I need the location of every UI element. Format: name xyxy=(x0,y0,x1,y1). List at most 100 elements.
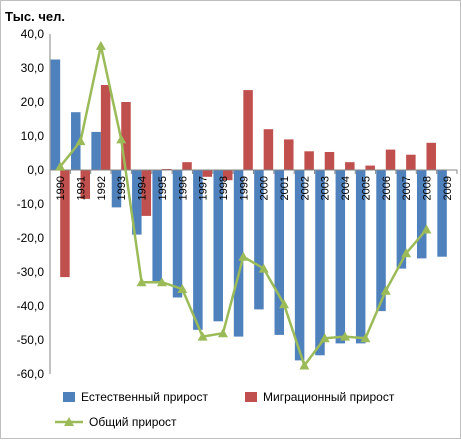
natural-growth-bar xyxy=(315,170,325,356)
total-growth-marker xyxy=(360,333,371,343)
migration-growth-bar xyxy=(426,142,436,170)
x-tick-label: 1999 xyxy=(238,176,250,200)
total-growth-marker xyxy=(116,134,127,144)
y-tick-label: -50,0 xyxy=(17,333,45,347)
y-tick-label: -20,0 xyxy=(17,231,45,245)
total-growth-marker xyxy=(156,277,167,287)
natural-growth-bar xyxy=(416,170,427,259)
total-growth-marker xyxy=(217,328,228,338)
total-growth-marker xyxy=(401,248,412,258)
x-tick-label: 2008 xyxy=(421,176,433,200)
migration-growth-bar xyxy=(202,170,213,177)
y-tick-label: -10,0 xyxy=(17,197,45,211)
legend: Естественный прирост Миграционный прирост… xyxy=(55,390,395,429)
y-tick-label: -40,0 xyxy=(17,299,45,313)
x-tick-label: 1996 xyxy=(177,176,189,200)
legend-label: Естественный прирост xyxy=(81,390,208,404)
x-tick-label: 1997 xyxy=(198,176,210,200)
migration-growth-bar xyxy=(385,149,396,170)
total-growth-marker xyxy=(279,299,290,309)
x-tick-label: 2009 xyxy=(442,176,454,200)
natural-growth-bar xyxy=(335,170,346,344)
x-tick-label: 1991 xyxy=(76,176,88,200)
migration-growth-bar xyxy=(141,170,152,216)
natural-growth-bar xyxy=(172,170,183,298)
natural-growth-bar xyxy=(254,170,264,310)
x-tick-label: 2004 xyxy=(340,176,352,200)
y-tick-label: 40,0 xyxy=(21,27,45,41)
migration-growth-bar xyxy=(365,165,375,170)
migration-growth-bar xyxy=(80,170,91,199)
y-tick-label: 20,0 xyxy=(21,95,45,109)
x-tick-label: 1992 xyxy=(96,176,108,200)
total-growth-marker xyxy=(95,40,106,50)
total-growth-marker xyxy=(75,136,86,146)
x-tick-label: 2005 xyxy=(360,176,372,200)
x-tick-label: 1998 xyxy=(218,176,230,200)
natural-growth-bar xyxy=(152,170,162,283)
y-tick-label: 30,0 xyxy=(21,61,45,75)
y-tick-label: 0,0 xyxy=(27,163,44,177)
total-growth-marker xyxy=(299,360,310,370)
natural-growth-bar xyxy=(50,59,61,170)
x-tick-label: 2007 xyxy=(401,176,413,200)
x-tick-label: 2003 xyxy=(320,176,332,200)
total-growth-marker xyxy=(319,333,330,343)
migration-growth-bar xyxy=(60,170,70,278)
total-growth-marker xyxy=(380,285,391,295)
natural-growth-bar xyxy=(213,170,223,322)
y-tick-label: -60,0 xyxy=(17,367,45,381)
migration-growth-bar xyxy=(100,85,111,170)
x-tick-label: 2001 xyxy=(279,176,291,200)
total-growth-marker xyxy=(177,284,188,293)
y-tick-label: -30,0 xyxy=(17,265,45,279)
y-tick-label: 10,0 xyxy=(21,129,45,143)
migration-growth-bar xyxy=(243,90,253,170)
migration-growth-bar xyxy=(263,129,274,170)
migration-growth-bar xyxy=(345,162,355,170)
legend-swatch xyxy=(63,392,75,402)
x-tick-label: 2000 xyxy=(259,176,271,200)
legend-swatch xyxy=(245,392,257,402)
migration-growth-bar xyxy=(324,151,335,170)
migration-growth-bar xyxy=(406,154,416,170)
natural-growth-bar xyxy=(274,170,285,335)
legend-label: Общий прирост xyxy=(89,415,177,429)
natural-growth-bar xyxy=(294,170,305,361)
migration-growth-bar xyxy=(161,168,172,170)
natural-growth-bar xyxy=(193,170,203,330)
total-growth-marker xyxy=(55,161,66,171)
total-growth-marker xyxy=(421,224,432,234)
natural-growth-bar xyxy=(355,170,366,344)
migration-growth-bar xyxy=(182,162,192,170)
natural-growth-bar xyxy=(91,131,101,170)
natural-growth-bar xyxy=(396,170,407,269)
migration-growth-bar xyxy=(304,151,314,170)
natural-growth-bar xyxy=(132,170,142,235)
natural-growth-bar xyxy=(376,170,386,312)
plot-area: 40,0 30,0 20,0 10,0 0,0 -10,0 -20,0 -30,0 -40,0 -… xyxy=(17,27,458,381)
x-tick-label: 1994 xyxy=(137,176,149,200)
natural-growth-bar xyxy=(233,170,244,337)
total-growth-marker xyxy=(340,331,351,341)
x-tick-label: 1995 xyxy=(157,176,169,200)
x-tick-label: 1993 xyxy=(116,176,128,200)
total-growth-marker xyxy=(136,277,147,287)
natural-growth-bar xyxy=(437,170,447,257)
total-growth-marker xyxy=(238,251,249,261)
x-tick-label: 2002 xyxy=(299,176,311,200)
total-growth-marker xyxy=(258,263,269,273)
natural-growth-bar xyxy=(111,170,122,208)
migration-growth-bar xyxy=(284,139,294,170)
natural-growth-bar xyxy=(71,112,81,170)
total-growth-marker xyxy=(197,331,208,341)
migration-growth-bar xyxy=(121,102,131,170)
legend-label: Миграционный прирост xyxy=(263,390,395,404)
unit-label: Тыс. чел. xyxy=(5,9,65,24)
migration-growth-bar xyxy=(222,170,233,181)
x-tick-label: 2006 xyxy=(381,176,393,200)
x-tick-label: 1990 xyxy=(55,176,67,200)
legend-marker xyxy=(64,417,74,426)
